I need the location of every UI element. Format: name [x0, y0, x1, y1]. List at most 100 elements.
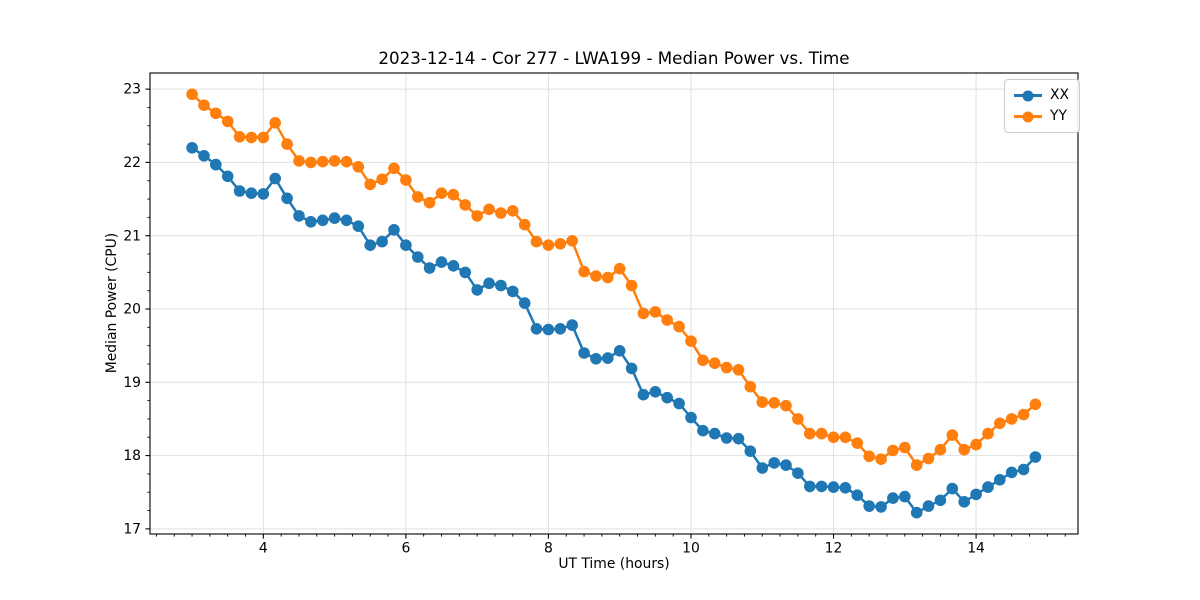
data-point-XX	[257, 188, 270, 200]
legend-label-xx: XX	[1050, 86, 1070, 103]
data-point-XX	[518, 297, 531, 309]
data-point-YY	[542, 239, 555, 251]
data-point-XX	[542, 323, 555, 336]
data-point-XX	[459, 266, 472, 279]
data-point-XX	[602, 352, 614, 364]
data-point-XX	[483, 277, 495, 290]
data-point-XX	[507, 285, 519, 298]
data-point-YY	[899, 441, 911, 454]
data-point-YY	[720, 361, 733, 374]
data-point-YY	[507, 205, 519, 217]
data-point-XX	[827, 481, 840, 493]
data-point-YY	[245, 131, 258, 144]
data-point-YY	[269, 117, 282, 129]
series-line-XX	[190, 146, 1037, 514]
data-point-XX	[578, 347, 590, 359]
data-point-YY	[661, 314, 673, 326]
data-point-YY	[697, 354, 709, 367]
data-point-XX	[1005, 466, 1018, 479]
data-point-XX	[305, 216, 317, 228]
data-point-XX	[221, 170, 234, 183]
y-tick-label: 17	[123, 521, 141, 537]
data-point-XX	[922, 500, 935, 512]
data-point-XX	[352, 220, 365, 232]
series-line-YY	[190, 93, 1037, 467]
data-point-XX	[673, 397, 685, 410]
data-point-YY	[233, 131, 246, 143]
data-point-XX	[910, 506, 923, 519]
data-point-XX	[400, 239, 412, 251]
data-point-YY	[459, 199, 472, 211]
data-point-XX	[732, 432, 745, 445]
data-point-YY	[1029, 398, 1042, 411]
data-point-YY	[922, 452, 935, 465]
legend-marker-xx-icon	[1014, 90, 1042, 102]
data-point-YY	[958, 443, 970, 456]
data-point-YY	[412, 191, 424, 203]
data-point-XX	[495, 279, 507, 292]
data-point-XX	[566, 319, 578, 331]
data-point-YY	[839, 431, 852, 444]
y-tick-label: 19	[123, 375, 141, 391]
data-point-YY	[578, 265, 590, 278]
data-point-XX	[744, 445, 757, 458]
y-tick-label: 23	[123, 82, 141, 98]
data-point-YY	[851, 437, 864, 449]
data-point-YY	[946, 429, 959, 441]
data-point-YY	[768, 397, 780, 409]
data-point-YY	[780, 399, 792, 412]
y-tick-label: 21	[123, 228, 141, 244]
data-point-YY	[994, 417, 1006, 430]
legend-item-xx: XX	[1014, 85, 1069, 106]
data-point-YY	[875, 453, 887, 466]
data-point-YY	[495, 207, 507, 219]
axis-ticks	[145, 88, 1066, 539]
data-point-YY	[293, 155, 305, 167]
data-point-YY	[685, 335, 697, 348]
x-tick-label: 12	[825, 541, 843, 557]
data-point-XX	[447, 260, 460, 272]
data-point-YY	[732, 364, 745, 376]
data-point-YY	[447, 188, 460, 201]
data-point-YY	[198, 99, 210, 111]
data-point-YY	[934, 443, 947, 456]
data-point-YY	[602, 271, 614, 284]
data-point-XX	[994, 474, 1006, 486]
data-point-XX	[186, 142, 198, 154]
x-axis-label: UT Time (hours)	[558, 556, 670, 572]
data-point-XX	[245, 187, 258, 199]
data-point-YY	[518, 218, 531, 231]
data-point-YY	[792, 413, 804, 425]
data-point-YY	[566, 235, 578, 247]
y-tick-label: 18	[123, 448, 141, 464]
y-tick-label: 20	[123, 302, 141, 318]
data-point-YY	[625, 279, 638, 292]
data-point-XX	[1029, 451, 1042, 463]
data-point-YY	[554, 238, 567, 250]
data-point-XX	[613, 345, 626, 357]
data-point-YY	[316, 155, 329, 168]
data-point-XX	[982, 481, 994, 493]
data-point-XX	[792, 467, 804, 480]
legend: XX YY	[1004, 79, 1081, 133]
data-point-XX	[376, 235, 388, 248]
x-tick-label: 8	[544, 541, 553, 557]
data-point-YY	[637, 307, 650, 320]
data-point-XX	[210, 158, 222, 171]
legend-item-yy: YY	[1014, 106, 1069, 127]
legend-marker-yy-icon	[1014, 111, 1042, 123]
data-point-XX	[708, 427, 721, 440]
data-point-YY	[970, 438, 982, 451]
data-point-XX	[293, 210, 305, 222]
data-point-XX	[281, 192, 293, 205]
data-point-XX	[637, 388, 650, 401]
data-point-XX	[412, 251, 424, 263]
data-point-XX	[863, 500, 875, 512]
x-tick-label: 10	[682, 541, 700, 557]
y-tick-label: 22	[123, 155, 141, 171]
data-point-XX	[364, 239, 377, 251]
data-point-XX	[661, 391, 673, 404]
data-point-XX	[720, 432, 733, 444]
data-point-YY	[340, 155, 353, 168]
